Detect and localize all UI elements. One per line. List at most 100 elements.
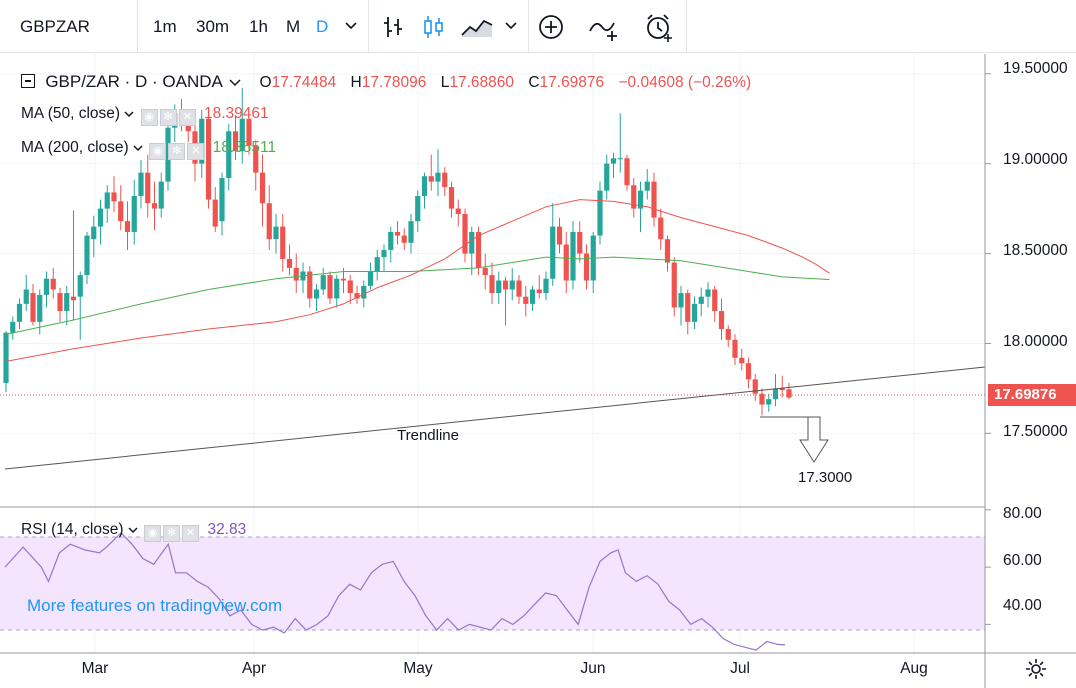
candle-body xyxy=(610,158,617,164)
candle-body xyxy=(631,185,637,209)
candle-body xyxy=(739,357,745,364)
candle-body xyxy=(381,249,387,258)
ma200-line xyxy=(5,256,830,335)
candle-body xyxy=(165,127,171,182)
candle-body xyxy=(266,203,272,240)
candle-body xyxy=(30,293,36,322)
compare-symbol-icon[interactable] xyxy=(588,13,622,41)
time-tick-label: Jul xyxy=(730,660,750,677)
candle-body xyxy=(320,275,326,290)
settings-gear-icon[interactable] xyxy=(1024,657,1048,681)
eye-icon[interactable]: ◉ xyxy=(144,525,162,542)
high-value: 17.78096 xyxy=(361,74,427,91)
eye-icon[interactable]: ◉ xyxy=(149,143,167,160)
gear-icon[interactable]: ✻ xyxy=(163,525,181,542)
low-label: L xyxy=(440,74,450,91)
target-arrow-icon[interactable] xyxy=(760,416,829,463)
candle-body xyxy=(340,278,347,281)
interval-1h-button[interactable]: 1h xyxy=(249,17,268,36)
eye-icon[interactable]: ◉ xyxy=(140,109,158,126)
close-icon[interactable]: ✕ xyxy=(182,525,200,542)
close-icon[interactable]: ✕ xyxy=(178,109,196,126)
chevron-down-icon[interactable] xyxy=(504,21,518,31)
chevron-down-icon[interactable] xyxy=(128,527,138,534)
candle-body xyxy=(637,190,644,209)
interval-30m-button[interactable]: 30m xyxy=(196,17,230,36)
chevron-down-icon[interactable] xyxy=(133,145,143,152)
candle-body xyxy=(104,192,110,209)
gear-icon[interactable]: ✻ xyxy=(168,143,186,160)
rsi-legend: RSI (14, close) ◉ ✻ ✕ 32.83 xyxy=(21,521,246,542)
add-indicator-icon[interactable] xyxy=(537,13,565,41)
interval-1m-button[interactable]: 1m xyxy=(153,17,177,36)
rsi-band xyxy=(0,537,985,630)
chart-canvas[interactable] xyxy=(0,54,1076,688)
candle-body xyxy=(219,178,225,222)
candle-body xyxy=(516,280,522,297)
candle-body xyxy=(462,213,468,254)
alert-clock-icon[interactable] xyxy=(644,12,674,42)
price-tick-label: 18.00000 xyxy=(1003,333,1068,350)
candle-body xyxy=(563,244,569,281)
current-price-tag: 17.69876 xyxy=(988,384,1076,406)
candle-body xyxy=(482,267,488,276)
collapse-legend-icon[interactable] xyxy=(21,74,35,88)
candle-body xyxy=(489,275,495,294)
candle-body xyxy=(570,231,576,281)
candle-body xyxy=(239,118,245,152)
ma200-label[interactable]: MA (200, close) xyxy=(21,139,129,156)
candle-body xyxy=(111,192,117,202)
ma50-label[interactable]: MA (50, close) xyxy=(21,105,121,122)
candle-body xyxy=(259,172,266,204)
ma200-legend: MA (200, close) ◉ ✻ ✕ 18.35511 xyxy=(21,139,276,160)
candle-body xyxy=(226,131,232,179)
candle-body xyxy=(421,176,428,197)
candle-body xyxy=(597,190,603,236)
rsi-label[interactable]: RSI (14, close) xyxy=(21,521,124,538)
ma50-legend: MA (50, close) ◉ ✻ ✕ 18.39461 xyxy=(21,105,269,126)
candle-body xyxy=(43,278,50,295)
candlestick-chart-type-icon[interactable] xyxy=(420,13,448,41)
candle-body xyxy=(408,221,414,243)
symbol-search-button[interactable]: GBPZAR xyxy=(20,17,90,36)
candle-body xyxy=(577,231,583,254)
candle-body xyxy=(16,303,23,322)
time-tick-label: Apr xyxy=(241,660,267,677)
bar-chart-type-icon[interactable] xyxy=(380,13,408,41)
close-icon[interactable]: ✕ xyxy=(187,143,205,160)
price-tick-label: 19.00000 xyxy=(1003,151,1068,168)
chevron-down-icon[interactable] xyxy=(229,79,241,87)
interval-monthly-button[interactable]: M xyxy=(286,17,301,36)
tradingview-promo-link[interactable]: More features on tradingview.com xyxy=(27,596,283,615)
rsi-tick-label: 80.00 xyxy=(1003,505,1042,522)
candle-body xyxy=(145,172,151,204)
chevron-down-icon[interactable] xyxy=(344,21,358,31)
rsi-line xyxy=(4,531,786,651)
chevron-down-icon[interactable] xyxy=(124,111,134,118)
candle-body xyxy=(77,275,83,297)
target-price-label[interactable]: 17.3000 xyxy=(798,469,853,486)
candle-body xyxy=(361,285,367,299)
trendline[interactable] xyxy=(4,366,986,470)
candle-body xyxy=(280,226,286,259)
low-value: 17.68860 xyxy=(449,74,514,91)
candle-body xyxy=(624,158,630,186)
area-chart-type-icon[interactable] xyxy=(460,13,494,41)
close-value: 17.69876 xyxy=(539,74,605,91)
candle-body xyxy=(97,208,104,227)
candle-body xyxy=(246,118,252,146)
candle-body xyxy=(772,388,779,400)
candle-body xyxy=(232,131,239,152)
interval-daily-button[interactable]: D xyxy=(316,17,329,36)
candle-body xyxy=(394,231,401,236)
rsi-tick-label: 60.00 xyxy=(1003,552,1042,569)
candle-body xyxy=(307,271,313,299)
trendline-label[interactable]: Trendline xyxy=(397,427,459,444)
symbol-title[interactable]: GBP/ZAR · D · OANDA xyxy=(45,72,223,91)
candle-body xyxy=(583,253,590,281)
candle-body xyxy=(658,217,664,240)
candle-body xyxy=(604,163,610,191)
candle-body xyxy=(651,181,657,218)
gear-icon[interactable]: ✻ xyxy=(159,109,177,126)
ma50-line xyxy=(5,199,830,362)
